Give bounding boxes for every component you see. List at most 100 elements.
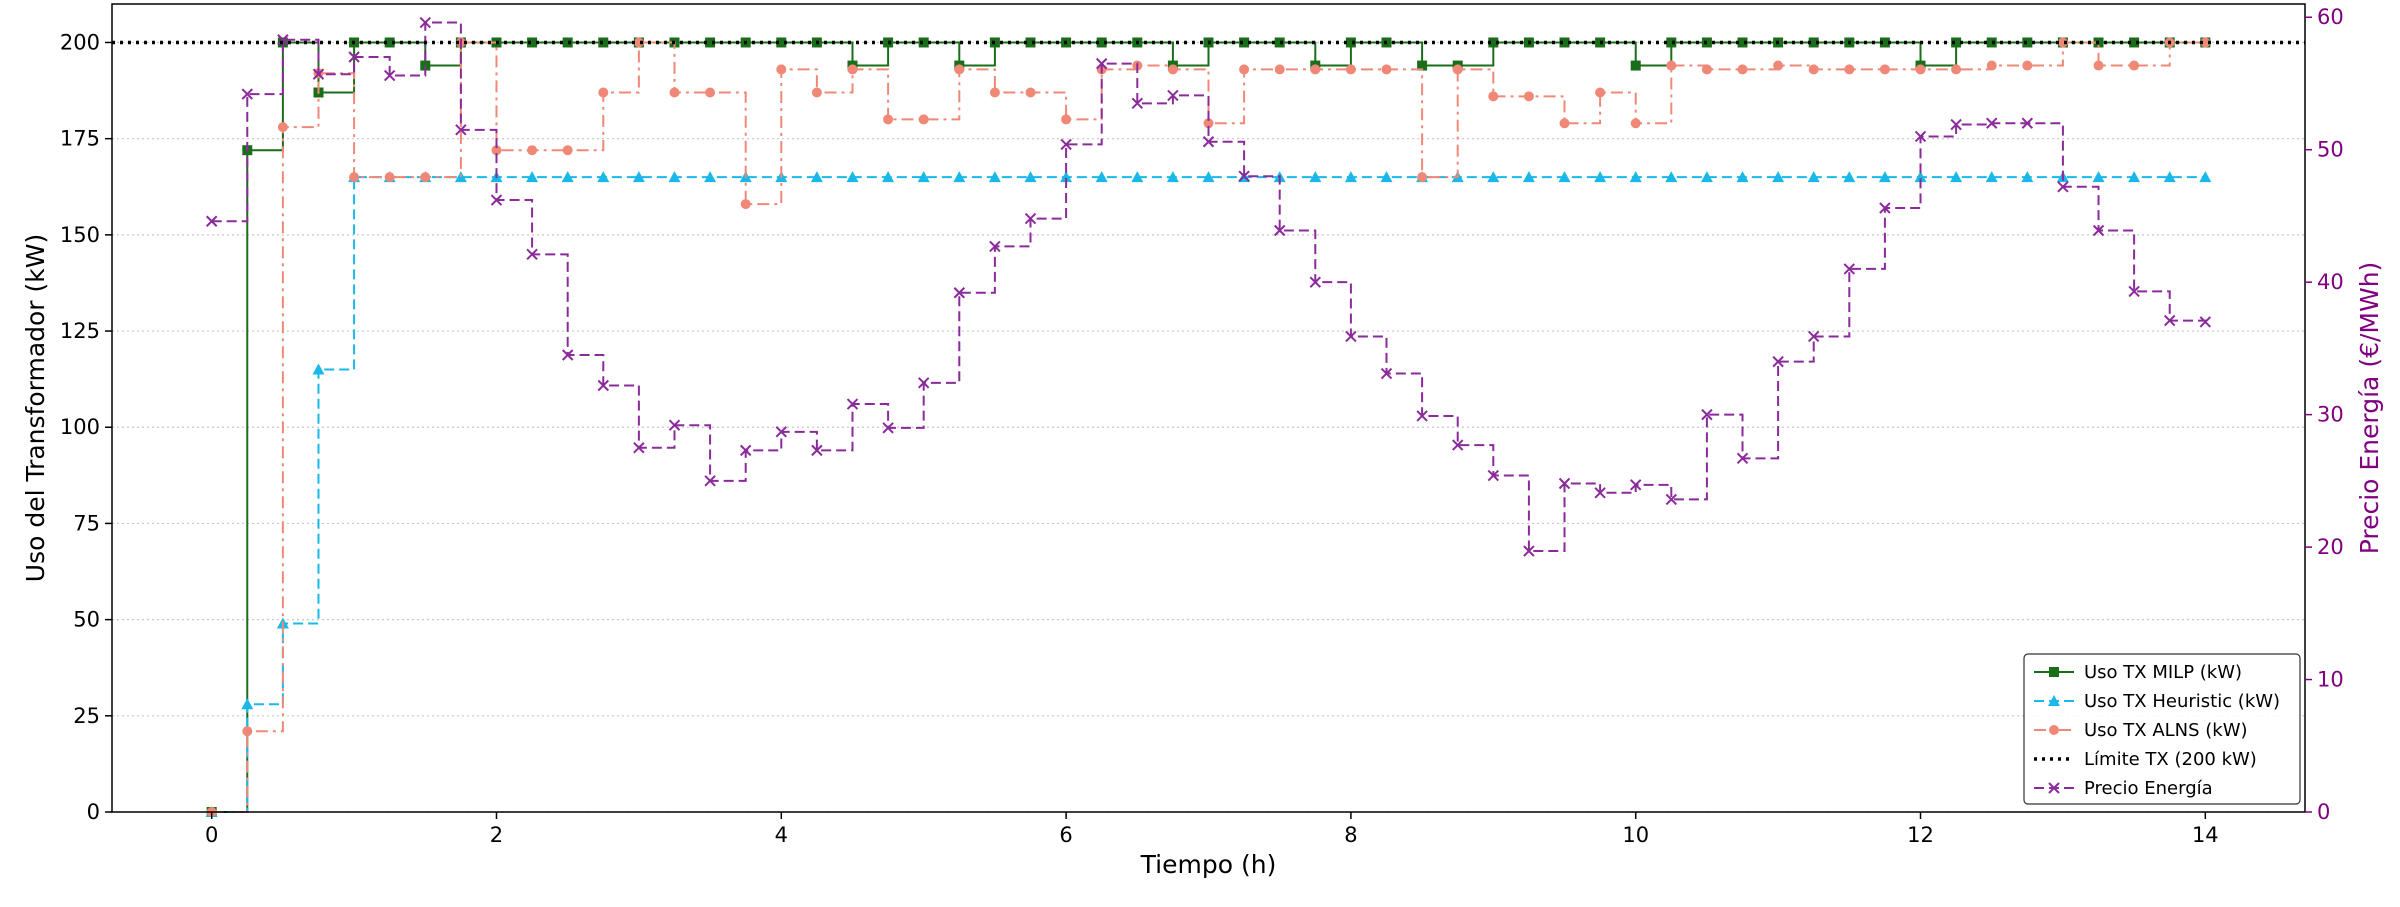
data-point [1666, 60, 1677, 71]
data-point [1095, 171, 1108, 183]
y-tick-label: 0 [87, 800, 100, 824]
data-point [277, 122, 288, 133]
legend-item: Uso TX MILP (kW) [2034, 662, 2242, 683]
data-point [1594, 487, 1606, 499]
data-layer [112, 16, 2305, 817]
axes-layer: 0 2 4 6 8 10 12 14 0 25 50 75 100 125 150 175 200 0 10 20 30… [60, 3, 2344, 847]
y-tick-label: 50 [73, 608, 100, 632]
y-tick-label: 75 [73, 511, 100, 535]
data-point [1345, 64, 1356, 75]
data-point [526, 171, 539, 183]
data-point [882, 171, 895, 183]
data-point [2200, 37, 2211, 48]
data-point [1701, 64, 1712, 75]
data-point [2128, 285, 2140, 298]
data-point [1700, 171, 1713, 183]
series-3 [205, 16, 2212, 557]
data-point [2021, 171, 2034, 183]
data-point [1559, 37, 1570, 48]
data-point [2129, 37, 2140, 48]
y-tick-label: 200 [60, 30, 100, 54]
y-axis-label: Uso del Transformador (kW) [21, 234, 50, 582]
data-point [1487, 469, 1500, 482]
data-point [1558, 171, 1571, 183]
data-point [704, 171, 717, 183]
data-point [1167, 64, 1178, 75]
data-point [1416, 410, 1428, 422]
legend-box [2023, 653, 2301, 805]
data-point [561, 171, 574, 183]
data-point [598, 37, 609, 48]
grid-layer [112, 41, 2305, 813]
data-point [1630, 60, 1641, 71]
data-point [1061, 114, 1072, 125]
data-point [953, 287, 966, 299]
y2-tick-label: 50 [2317, 138, 2344, 162]
data-point [1452, 64, 1463, 75]
data-point [242, 726, 253, 737]
data-point [384, 37, 395, 48]
data-point [989, 240, 1001, 253]
data-point [383, 69, 396, 82]
data-point [562, 145, 573, 156]
series-line [211, 176, 2206, 813]
data-point [883, 114, 894, 125]
legend-marker [2048, 782, 2060, 794]
data-point [1808, 64, 1819, 75]
data-point [2128, 171, 2141, 183]
data-point [1843, 171, 1856, 183]
data-point [1095, 57, 1108, 70]
data-point [1238, 170, 1250, 182]
plot-frame [111, 3, 2306, 813]
data-point [1024, 171, 1037, 183]
data-point [2199, 171, 2212, 183]
x-tick-label: 2 [490, 823, 503, 847]
data-point [1772, 171, 1785, 183]
data-point [1417, 172, 1428, 183]
data-point [2199, 316, 2212, 328]
y2-tick-label: 30 [2317, 403, 2344, 427]
data-point [917, 171, 930, 183]
data-point [668, 419, 681, 431]
series-1 [205, 171, 2212, 817]
data-point [2093, 60, 2104, 71]
legend-item: Uso TX Heuristic (kW) [2034, 691, 2280, 712]
data-point [705, 37, 716, 48]
data-point [2092, 171, 2105, 183]
data-point [776, 37, 787, 48]
data-point [420, 172, 431, 183]
data-point [1274, 64, 1285, 75]
data-point [2021, 117, 2034, 129]
legend-marker [2049, 667, 2059, 677]
data-point [1060, 171, 1073, 183]
data-point [632, 171, 645, 183]
x-tick-label: 4 [775, 823, 788, 847]
legend-item: Precio Energía [2034, 778, 2213, 799]
data-point [1915, 64, 1926, 75]
data-point [811, 444, 823, 457]
data-point [1380, 171, 1393, 183]
y-tick-label: 175 [60, 127, 100, 151]
x-axis-label: Tiempo (h) [1140, 850, 1277, 879]
data-point [597, 171, 610, 183]
data-point [1273, 224, 1286, 237]
data-point [1629, 171, 1642, 183]
data-point [1879, 37, 1890, 48]
data-point [1736, 452, 1749, 465]
data-point [2092, 224, 2105, 237]
data-point [2057, 181, 2069, 193]
data-point [1844, 64, 1855, 75]
data-point [419, 16, 431, 29]
y2-tick-label: 20 [2317, 535, 2344, 559]
legend-marker [2048, 695, 2060, 706]
data-point [1202, 171, 1215, 183]
data-point [1309, 171, 1322, 183]
data-point [633, 442, 645, 454]
data-point [1879, 202, 1891, 214]
data-point [1630, 118, 1641, 129]
data-point [277, 34, 289, 46]
data-point [1203, 118, 1214, 129]
legend-label: Precio Energía [2084, 778, 2213, 799]
data-point [1310, 64, 1321, 75]
